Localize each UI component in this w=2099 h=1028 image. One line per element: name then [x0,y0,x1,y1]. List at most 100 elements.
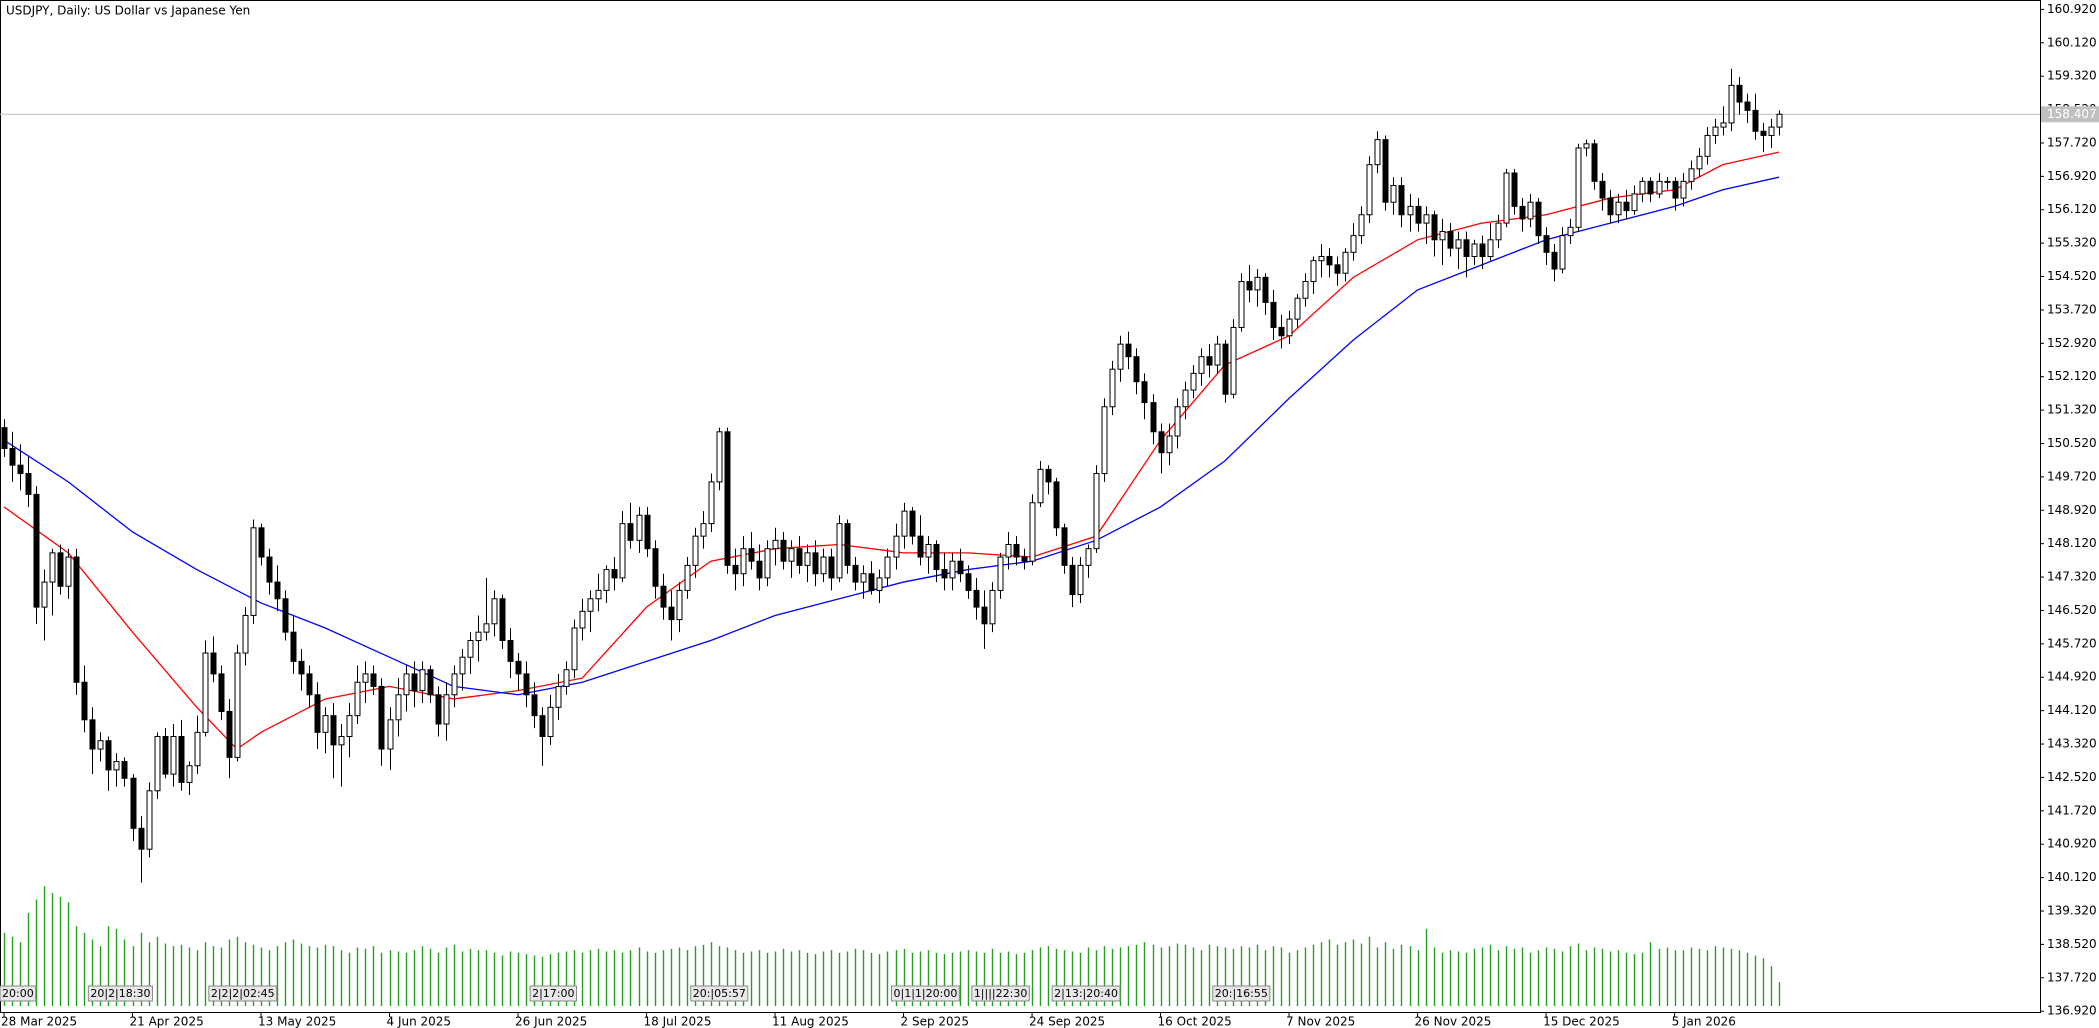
candle-body [81,681,88,721]
candle-body [1326,255,1333,266]
y-tick-label: 143.320 [2047,737,2097,751]
candle-body [1133,356,1140,383]
candle-body [1583,143,1590,149]
candle-body [483,623,490,633]
candle-body [467,640,474,658]
candle-body [73,556,80,683]
candle-body [1688,168,1695,182]
y-tick-label: 147.320 [2047,570,2097,584]
candle-body [844,523,851,566]
event-box [690,985,749,1002]
candle-body [804,552,811,566]
y-tick-label: 151.320 [2047,403,2097,417]
y-tick-label: 157.720 [2047,135,2097,149]
y-tick-label: 156.120 [2047,202,2097,216]
candle-body [290,631,297,662]
candle-body [298,660,305,675]
candle-body [1712,126,1719,136]
x-tick-label: 28 Mar 2025 [1,1015,77,1028]
candle-body [194,731,201,767]
x-tick-label: 16 Oct 2025 [1158,1015,1232,1028]
last-price-label: 158.407 [2047,107,2097,121]
candle-body [362,673,369,683]
candle-body [49,552,56,583]
candle-body [523,673,530,696]
candle-body [1463,239,1470,257]
candle-body [587,598,594,612]
candle-body [1358,214,1365,237]
event-label: 20:|05:57 [693,987,746,1000]
candle-body [266,556,273,583]
candle-body [563,669,570,687]
event-label: 2|17:00 [532,987,574,1000]
candle-body [1752,109,1759,132]
candle-body [419,669,426,692]
candle-body [1704,134,1711,157]
candle-body [716,431,723,483]
candle-body [395,694,402,721]
candle-body [475,631,482,642]
candle-body [491,598,498,625]
candle-body [708,481,715,525]
candle-body [1254,276,1261,291]
candle-body [1286,318,1293,337]
x-tick-label: 7 Nov 2025 [1286,1015,1355,1028]
candle-body [1310,260,1317,283]
candle-body [411,673,418,692]
candle-body [1631,193,1638,212]
candle-body [989,589,996,625]
y-tick-label: 154.520 [2047,269,2097,283]
chart-title: USDJPY, Daily: US Dollar vs Japanese Yen [6,4,250,18]
candle-body [1101,406,1108,475]
candle-body [210,652,217,675]
event-box [529,985,578,1002]
candle-body [451,673,458,696]
candle-body [772,539,779,550]
y-tick-label: 140.120 [2047,870,2097,884]
candle-body [427,669,434,696]
candle-body [1350,235,1357,253]
candle-body [579,610,586,629]
candle-body [1656,180,1663,195]
candle-body [531,694,538,717]
candle-body [370,673,377,687]
candle-body [1230,326,1237,395]
candle-body [1246,281,1253,291]
candle-body [780,539,787,562]
y-tick-label: 149.720 [2047,469,2097,483]
candle-body [1085,548,1092,566]
candle-body [1431,214,1438,241]
candle-body [1366,164,1373,216]
candle-body [138,827,145,850]
candle-body [868,573,875,591]
candle-body [603,569,610,591]
y-tick-label: 144.920 [2047,670,2097,684]
y-tick-label: 138.520 [2047,937,2097,951]
y-tick-label: 155.320 [2047,236,2097,250]
candle-body [1,427,8,450]
candle-body [338,736,345,746]
candle-body [1166,435,1173,454]
candle-body [1021,556,1028,562]
candle-body [1013,544,1020,558]
candle-body [636,514,643,541]
candle-body [1278,326,1285,337]
candle-body [1093,473,1100,550]
candle-body [515,660,522,675]
candle-body [387,719,394,750]
candle-body [105,740,112,771]
event-label: 20|2|18:30 [90,987,150,1000]
y-tick-label: 139.320 [2047,903,2097,917]
candle-body [1479,243,1486,257]
candle-body [282,598,289,633]
candle-body [226,710,233,758]
candle-body [1591,143,1598,182]
candle-body [1487,239,1494,257]
x-tick-label: 18 Jul 2025 [644,1015,712,1028]
moving-average-line [3,176,1780,696]
candle-body [933,544,940,571]
candle-body [178,736,185,783]
candle-body [1294,297,1301,320]
